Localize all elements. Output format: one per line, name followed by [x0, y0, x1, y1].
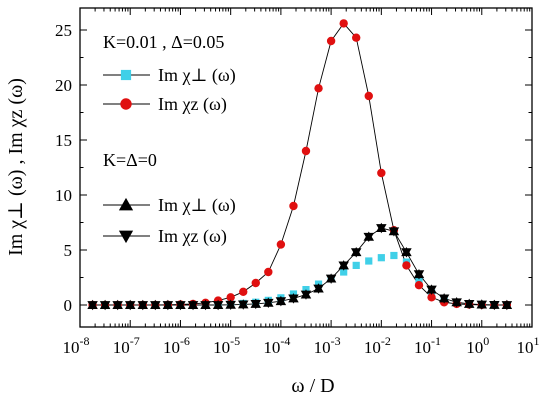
plot-lines: [92, 22, 507, 306]
legend-group-1-title: K=Δ=0: [103, 150, 157, 170]
series-3-point: [388, 227, 400, 237]
y-axis-title: Im χ⊥ (ω) , Im χz (ω): [5, 78, 27, 256]
series-3-point: [175, 301, 186, 311]
legend-marker-0: [120, 69, 132, 81]
series-1-point: [289, 201, 298, 211]
series-1-point: [326, 36, 336, 46]
series-3-point: [413, 270, 425, 280]
series-3-point: [401, 248, 412, 258]
series-0-point: [377, 254, 385, 262]
x-tick-label: 10-8: [63, 334, 90, 357]
series-3-point: [200, 301, 211, 311]
legend-marker-2: [118, 197, 134, 211]
x-tick-label: 100: [466, 334, 489, 357]
series-3-point: [212, 301, 224, 311]
y-tick-label: 20: [55, 76, 72, 95]
x-tick-label: 10-6: [163, 334, 190, 357]
series-3-point: [225, 300, 236, 311]
series-1-point: [377, 168, 386, 178]
series-3-point: [275, 297, 287, 307]
series-2-line: [92, 227, 507, 306]
series-0-point: [352, 261, 360, 269]
y-tick-label: 10: [55, 186, 72, 205]
series-1-point: [251, 278, 260, 288]
series-1-point: [301, 146, 311, 156]
x-tick-label: 10-3: [314, 334, 341, 357]
y-tick-label: 5: [64, 241, 73, 260]
series-1-point: [414, 281, 424, 290]
series-3-point: [476, 300, 488, 310]
series-0-point: [365, 257, 373, 265]
x-axis-title: ω / D: [291, 375, 334, 397]
y-tick-label: 25: [55, 21, 72, 40]
legend-group-0-title: K=0.01 , Δ=0.05: [103, 32, 224, 52]
series-3-point: [137, 301, 149, 311]
series-3-point: [501, 301, 513, 311]
plot-markers: [87, 19, 513, 311]
legend-label-1: Im χz (ω): [158, 94, 227, 115]
x-tick-label: 10-4: [263, 334, 290, 357]
series-3-point: [438, 294, 450, 304]
series-3-point: [288, 294, 299, 304]
series-3-point: [99, 301, 111, 311]
series-3-point: [124, 301, 136, 311]
series-0-point: [415, 277, 423, 285]
y-tick-label: 0: [64, 296, 73, 315]
legend: K=0.01 , Δ=0.05 Im χ⊥ (ω) Im χz (ω) K=Δ=0 Im…: [103, 32, 236, 247]
legend-label-3: Im χz (ω): [158, 226, 227, 247]
series-1-point: [314, 84, 323, 93]
series-3-point: [187, 301, 199, 311]
axes: 10-8 10-7 10-6 10-5 10-4 10-3 10-2 10-1 100 101 0 5…: [55, 7, 540, 357]
series-1-point: [402, 261, 411, 270]
series-3-point: [451, 298, 462, 308]
y-tick-label: 15: [55, 131, 72, 150]
legend-marker-1: [120, 98, 132, 110]
series-1-point: [339, 19, 348, 28]
series-3-point: [463, 299, 475, 310]
series-3-point: [325, 274, 337, 284]
x-tick-label: 10-7: [113, 334, 140, 357]
series-1-point: [427, 293, 436, 302]
legend-label-2: Im χ⊥ (ω): [158, 195, 236, 216]
series-1-point: [364, 91, 373, 101]
series-3-point: [237, 300, 249, 310]
series-3-point: [250, 299, 262, 310]
series-3-point: [350, 248, 362, 258]
x-tick-label: 10-5: [213, 334, 240, 357]
series-0-point: [390, 251, 398, 260]
series-3-point: [426, 285, 437, 295]
series-1-point: [226, 293, 235, 302]
series-3-point: [313, 284, 324, 294]
series-1-point: [352, 33, 361, 42]
series-3-point: [162, 301, 174, 311]
series-3-point: [112, 301, 123, 311]
series-3-point: [87, 301, 98, 311]
series-3-point: [363, 232, 375, 243]
x-tick-label: 10-2: [364, 334, 391, 357]
series-1-point: [264, 267, 273, 277]
x-tick-label: 101: [517, 334, 540, 357]
series-1-point: [276, 240, 286, 249]
legend-marker-3: [118, 230, 134, 244]
series-3-point: [489, 300, 500, 311]
legend-label-0: Im χ⊥ (ω): [158, 65, 236, 86]
series-3-point: [150, 301, 161, 311]
series-1-point: [239, 287, 248, 296]
series-0-point: [340, 268, 348, 276]
series-3-point: [263, 298, 274, 309]
series-3-point: [376, 224, 387, 234]
series-3-point: [300, 290, 312, 300]
x-tick-label: 10-1: [414, 334, 441, 357]
series-3-point: [338, 261, 349, 271]
